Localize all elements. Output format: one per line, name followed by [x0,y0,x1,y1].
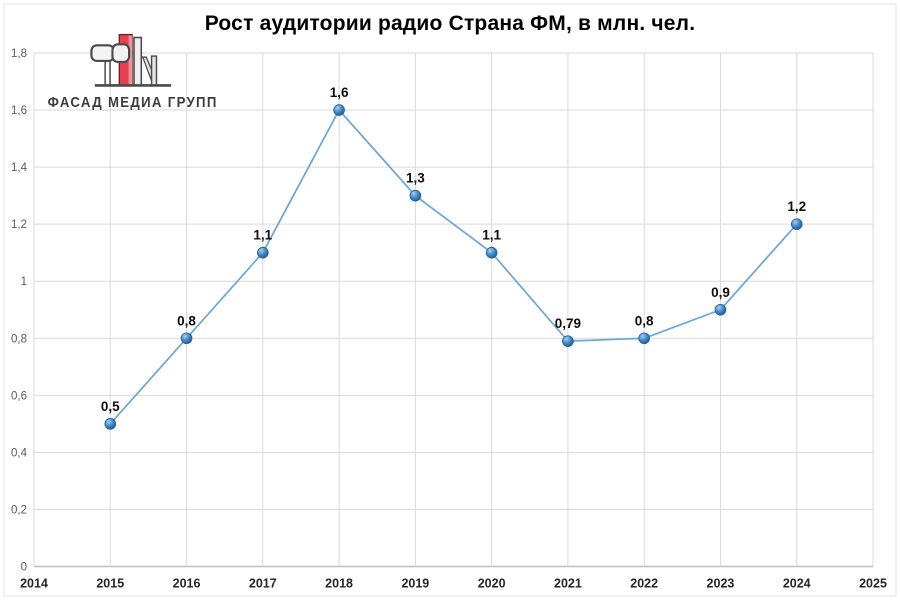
series-line [109,109,798,425]
data-point-label: 0,9 [711,285,730,300]
data-point-marker [257,246,269,259]
y-axis-tick-label: 1,8 [11,48,27,60]
data-point-marker [638,332,650,345]
data-point-label: 0,8 [635,313,654,328]
chart-title: Рост аудитории радио Страна ФМ, в млн. ч… [204,12,696,35]
y-axis-tick-label: 0 [21,562,27,574]
x-axis-tick-label: 2020 [478,577,506,591]
data-point-label: 1,1 [253,228,272,243]
fasad-media-group-logo: ФАСАД МЕДИА ГРУПП [48,30,217,111]
fasad-media-group-logo-text: ФАСАД МЕДИА ГРУПП [47,94,219,111]
x-axis-tick-label: 2023 [707,577,735,591]
chart-axes: 0 0,2 0,4 0,6 0,8 1 1,2 1,4 1,6 1,8 2014 2015 2016 20… [11,48,887,591]
x-axis-tick-label: 2016 [173,577,201,591]
data-point-label: 0,79 [555,316,581,331]
data-point-label: 1,3 [406,171,425,186]
y-axis-tick-label: 1 [21,276,27,288]
data-point-marker [714,303,727,316]
y-axis-tick-label: 1,6 [11,105,27,117]
data-point-marker [409,189,422,202]
y-axis-tick-label: 0,6 [11,390,27,402]
y-axis-tick-label: 0,4 [11,447,28,459]
data-point-label: 1,1 [482,228,501,243]
data-point-marker [562,335,574,347]
x-axis-tick-label: 2017 [249,577,277,591]
y-axis-tick-label: 0,2 [11,504,27,516]
data-point-label: 1,6 [330,85,349,100]
data-point-marker [485,246,498,259]
chart-series [104,104,803,430]
x-axis-tick-label: 2024 [783,577,811,591]
data-point-marker [104,418,117,430]
data-point-marker [180,332,193,345]
data-point-label: 0,8 [177,313,196,328]
x-axis-tick-label: 2019 [401,577,429,591]
chart-data-labels: 0,5 0,8 1,1 1,6 1,3 1,1 0,79 0,8 0,9 1,2 [101,85,806,414]
fasad-media-group-logo-icon [90,33,172,87]
data-point-marker [333,104,345,116]
data-point-label: 0,5 [101,399,120,414]
x-axis-tick-label: 2018 [325,577,353,591]
y-axis-tick-label: 1,2 [11,219,27,231]
x-axis-tick-label: 2025 [859,577,887,591]
data-point-label: 1,2 [787,199,806,214]
data-point-marker [790,218,803,230]
x-axis-tick-label: 2022 [630,577,658,591]
x-axis-tick-label: 2021 [554,577,582,591]
x-axis-tick-label: 2015 [96,577,124,591]
chart-gridlines [33,52,874,568]
y-axis-tick-label: 0,8 [11,333,27,345]
x-axis-tick-label: 2014 [20,577,48,591]
y-axis-tick-label: 1,4 [11,162,28,174]
